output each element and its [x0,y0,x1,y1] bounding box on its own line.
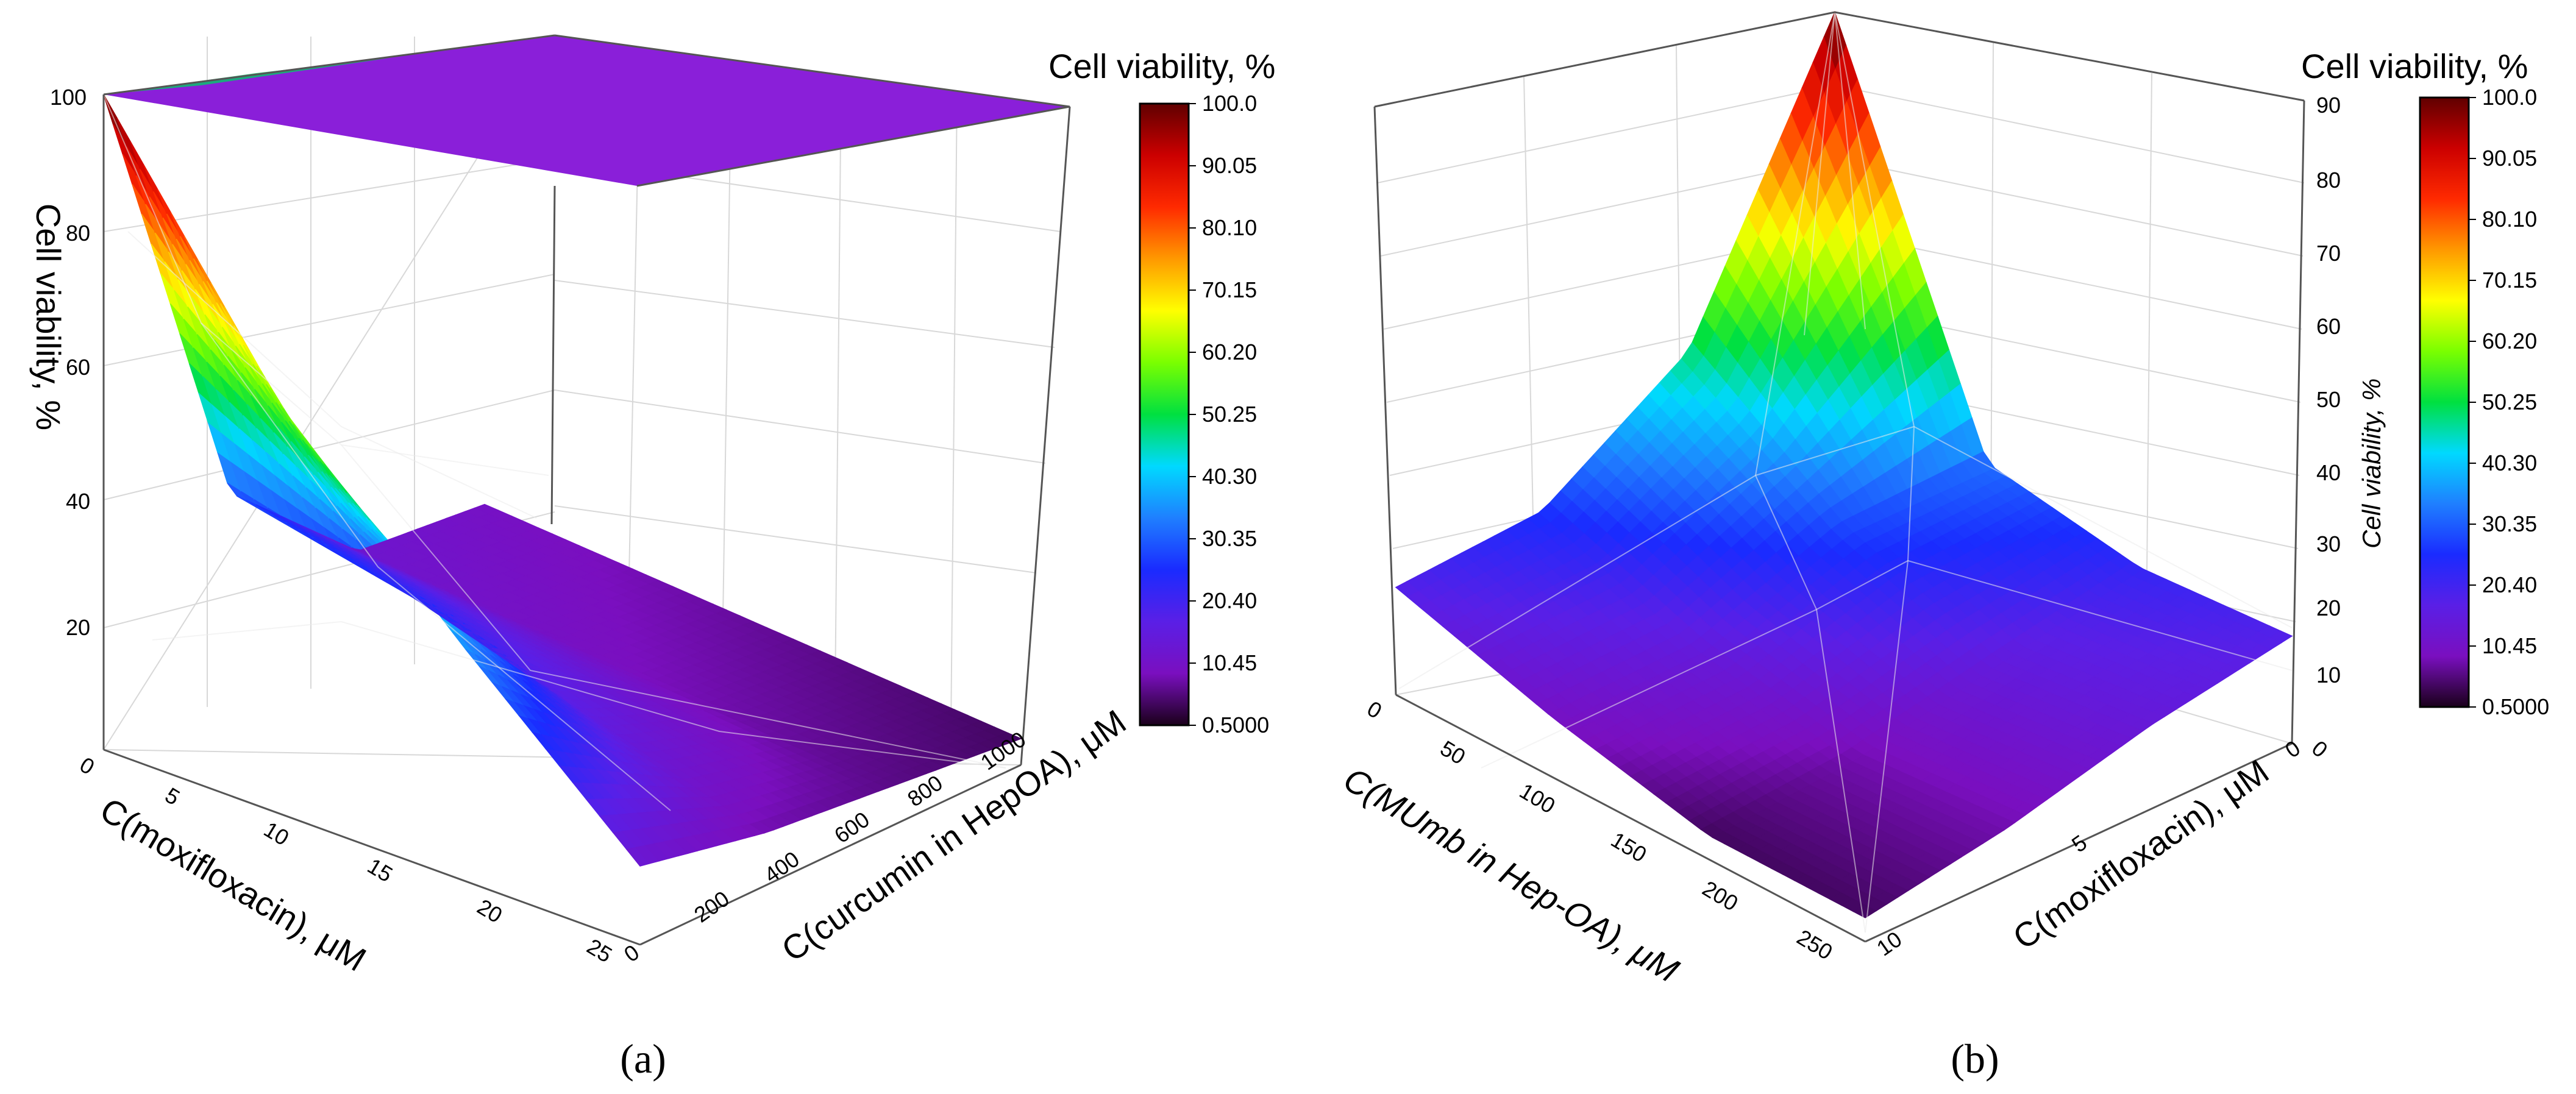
colorbar-tick-label: 0.5000 [1202,712,1269,737]
panel-b-x-tick: 0 [1363,696,1386,723]
panel-b-z-tick: 20 [2316,595,2341,620]
panel-a-x-tick: 20 [473,894,507,928]
panel-a-z-tick: 80 [66,221,90,246]
panel-b-frame [1373,11,2305,943]
panel-a-z-tick: 100 [50,85,87,110]
colorbar-tick-label: 90.05 [2482,146,2537,171]
colorbar-tick-label: 60.20 [1202,339,1257,364]
panel-b-z-ticks: 90 80 70 60 50 40 30 20 10 0 [2307,93,2341,762]
panel-a-z-tick: 40 [66,489,90,514]
panel-a-label: (a) [620,1035,666,1082]
colorbar-tick-label: 80.10 [1202,215,1257,240]
panel-b-y-tick: 5 [2067,829,2091,857]
panel-b-z-tick: 40 [2316,460,2341,485]
panel-a-z-tick: 20 [66,615,90,640]
panel-b-z-tick: 30 [2316,531,2341,556]
colorbar-tick-label: 50.25 [1202,402,1257,427]
colorbar-tick-label: 40.30 [1202,464,1257,489]
panel-b-z-tick: 80 [2316,168,2341,193]
panel-b-colorbar: Cell viability, % 100.0 90.05 80.10 70.15 60… [2301,47,2549,719]
colorbar-tick-label: 100.0 [1202,91,1257,116]
panel-a-y-tick: 400 [760,847,804,888]
colorbar-tick-label: 70.15 [2482,268,2537,293]
colorbar-tick-label: 20.40 [1202,588,1257,613]
panel-b-x-axis-label: C(MUmb in Hep-OA), μM [1337,759,1685,990]
colorbar-tick-label: 60.20 [2482,329,2537,353]
surface-cell [997,732,1023,743]
panel-b-y-tick: 0 [2280,735,2305,762]
panel-b-chart: 90 80 70 60 50 40 30 20 10 0 Cell viabil… [1337,10,2549,1082]
panel-a-surface [103,94,1023,867]
panel-b-z-tick: 70 [2316,241,2341,266]
panel-a-y-tick: 200 [689,886,734,928]
panel-a-x-tick: 5 [161,783,184,810]
panel-a-x-tick: 10 [260,817,293,851]
colorbar-tick-label: 70.15 [1202,277,1257,302]
panel-a-x-tick: 15 [363,853,397,887]
panel-a-colorbar-ticks: 100.0 90.05 80.10 70.15 60.20 50.25 40.30 30.35… [1189,91,1269,737]
colorbar-tick-label: 100.0 [2482,85,2537,110]
panel-a-z-axis-label: Cell viability, % [29,204,68,430]
colorbar-tick-label: 30.35 [1202,526,1257,551]
panel-a-x-tick: 0 [76,752,99,780]
panel-b-x-tick: 200 [1698,876,1743,916]
panel-b-x-tick: 50 [1436,736,1470,770]
panel-a-colorbar-scale [1139,102,1190,726]
panel-b-x-tick: 150 [1607,827,1651,867]
panel-a-z-tick: 60 [66,355,90,380]
panel-b-x-tick: 100 [1515,778,1560,819]
colorbar-tick-label: 40.30 [2482,450,2537,475]
surface-cell [1852,904,1877,918]
colorbar-tick-label: 10.45 [2482,633,2537,658]
panel-a-x-tick: 25 [583,934,616,968]
panel-b-z-tick: 60 [2316,314,2341,339]
colorbar-tick-label: 80.10 [2482,207,2537,232]
panel-b-colorbar-ticks: 100.0 90.05 80.10 70.15 60.20 50.25 40.30 30.35… [2469,85,2549,719]
colorbar-tick-label: 50.25 [2482,389,2537,414]
panel-a-y-tick: 0 [619,939,644,967]
panel-b-label: (b) [1951,1035,1999,1082]
panel-a-chart: 100 80 60 40 20 Cell viability, % 0 5 10… [29,34,1275,1082]
panel-a-frame [102,34,1071,946]
panel-b-z-axis-label: Cell viability, % [2357,378,2386,549]
panel-a-top-plate [104,35,1070,186]
panel-b-z-tick: 90 [2316,93,2341,118]
panel-b-z-tick: 50 [2316,387,2341,412]
panel-a-z-ticks: 100 80 60 40 20 [50,85,90,640]
panel-a-colorbar: Cell viability, % 100.0 90.05 80.10 70.15 60… [1048,47,1275,737]
panel-a-x-axis-label: C(moxifloxacin), μM [94,790,373,978]
panel-b-y-tick: 10 [1872,926,1906,961]
colorbar-tick-label: 20.40 [2482,572,2537,597]
panel-a-colorbar-title: Cell viability, % [1048,47,1275,85]
panel-b-z-tick: 0 [2307,736,2333,762]
panel-a-y-tick: 600 [830,807,874,848]
colorbar-tick-label: 90.05 [1202,153,1257,178]
panel-b-x-tick: 250 [1793,925,1837,965]
colorbar-tick-label: 0.5000 [2482,694,2549,719]
panel-b-z-tick: 10 [2316,662,2341,687]
colorbar-tick-label: 30.35 [2482,511,2537,536]
panel-b-colorbar-scale [2419,96,2470,708]
panel-b-colorbar-title: Cell viability, % [2301,47,2528,85]
panel-b-surface [1395,10,2293,918]
colorbar-tick-label: 10.45 [1202,650,1257,675]
panel-a-mesh [103,94,1006,811]
